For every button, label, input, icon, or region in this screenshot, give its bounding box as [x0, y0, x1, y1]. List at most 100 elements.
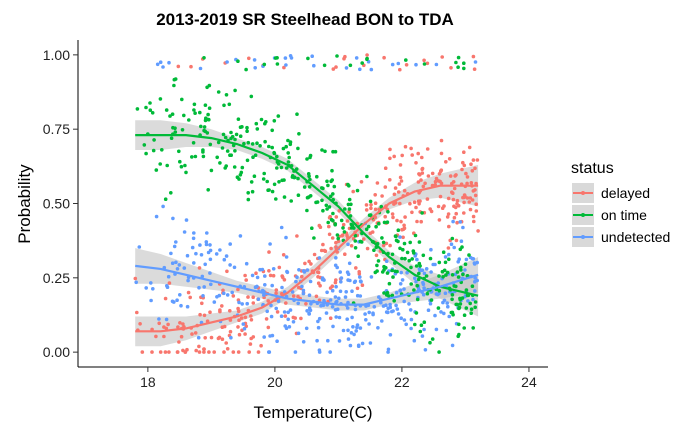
legend-label: on time: [601, 207, 647, 223]
data-point: [240, 165, 245, 170]
data-point: [231, 294, 236, 298]
data-point: [177, 149, 181, 154]
data-point: [246, 295, 250, 299]
data-point: [249, 180, 254, 184]
data-point: [462, 313, 467, 318]
data-point: [266, 325, 271, 330]
data-point: [185, 253, 190, 258]
data-point: [437, 260, 442, 265]
data-point: [467, 253, 471, 257]
data-point: [358, 294, 363, 298]
data-point: [373, 207, 378, 212]
data-point: [463, 262, 468, 267]
data-point: [322, 248, 327, 253]
data-point: [422, 286, 426, 290]
data-point: [207, 350, 211, 354]
data-point: [381, 243, 386, 248]
data-point: [402, 299, 407, 304]
data-point: [193, 154, 198, 159]
data-point: [392, 192, 397, 197]
data-point: [307, 259, 311, 264]
data-point: [401, 227, 406, 232]
data-point: [164, 108, 169, 112]
data-point: [247, 56, 251, 61]
data-point: [333, 222, 338, 226]
data-point: [304, 326, 309, 331]
data-point: [135, 107, 140, 111]
data-point: [158, 162, 162, 166]
data-point: [308, 308, 313, 313]
data-point: [467, 145, 472, 150]
data-point: [297, 285, 301, 290]
x-axis-ticks: 18 20 22 24: [140, 367, 537, 390]
data-point: [222, 103, 226, 108]
data-point: [352, 226, 356, 230]
data-point: [469, 311, 474, 316]
data-point: [354, 329, 359, 333]
data-point: [322, 278, 326, 282]
data-point: [270, 145, 275, 150]
data-point: [369, 206, 373, 211]
data-point: [409, 317, 414, 322]
data-point: [302, 185, 307, 189]
data-point: [447, 252, 451, 257]
data-point: [443, 260, 448, 265]
data-point: [414, 311, 419, 315]
data-point: [197, 350, 202, 354]
data-point: [355, 325, 359, 330]
data-point: [396, 228, 401, 232]
data-point: [167, 281, 172, 285]
data-point: [239, 170, 244, 175]
data-point: [225, 347, 230, 351]
x-tick-label: 20: [267, 374, 283, 390]
data-point: [447, 314, 452, 319]
data-point: [446, 196, 451, 201]
x-axis-title: Temperature(C): [253, 403, 372, 422]
data-point: [174, 260, 178, 265]
data-point: [441, 300, 445, 305]
data-point: [225, 269, 229, 274]
data-point: [347, 210, 351, 214]
data-point: [417, 271, 421, 276]
data-point: [385, 271, 390, 275]
data-point: [135, 310, 139, 315]
data-point: [312, 63, 316, 68]
data-point: [412, 251, 416, 255]
data-point: [458, 298, 463, 302]
confidence-band-delayed: [135, 164, 479, 347]
data-point: [452, 204, 456, 209]
data-point: [455, 198, 460, 203]
data-point: [357, 272, 362, 276]
data-point: [382, 291, 386, 295]
data-point: [202, 56, 206, 60]
data-point: [186, 278, 190, 283]
data-point: [359, 280, 363, 284]
data-point: [446, 246, 451, 250]
data-point: [440, 55, 445, 59]
data-point: [395, 218, 399, 223]
data-point: [194, 348, 198, 353]
data-point: [408, 308, 413, 312]
data-point: [284, 166, 289, 170]
data-point: [262, 335, 267, 339]
data-point: [348, 343, 353, 348]
data-point: [330, 168, 334, 173]
data-point: [330, 236, 335, 240]
data-point: [192, 108, 196, 112]
data-point: [157, 321, 161, 326]
data-point: [238, 234, 243, 238]
data-point: [284, 255, 289, 259]
data-point: [277, 180, 281, 184]
data-point: [286, 138, 290, 143]
data-point: [391, 215, 395, 220]
data-point: [250, 273, 255, 278]
data-point: [388, 305, 393, 310]
data-point: [308, 155, 312, 160]
data-point: [417, 261, 422, 266]
data-point: [189, 64, 193, 69]
data-point: [317, 350, 322, 354]
data-point: [408, 201, 412, 206]
data-point: [418, 268, 422, 273]
data-point: [214, 252, 219, 256]
